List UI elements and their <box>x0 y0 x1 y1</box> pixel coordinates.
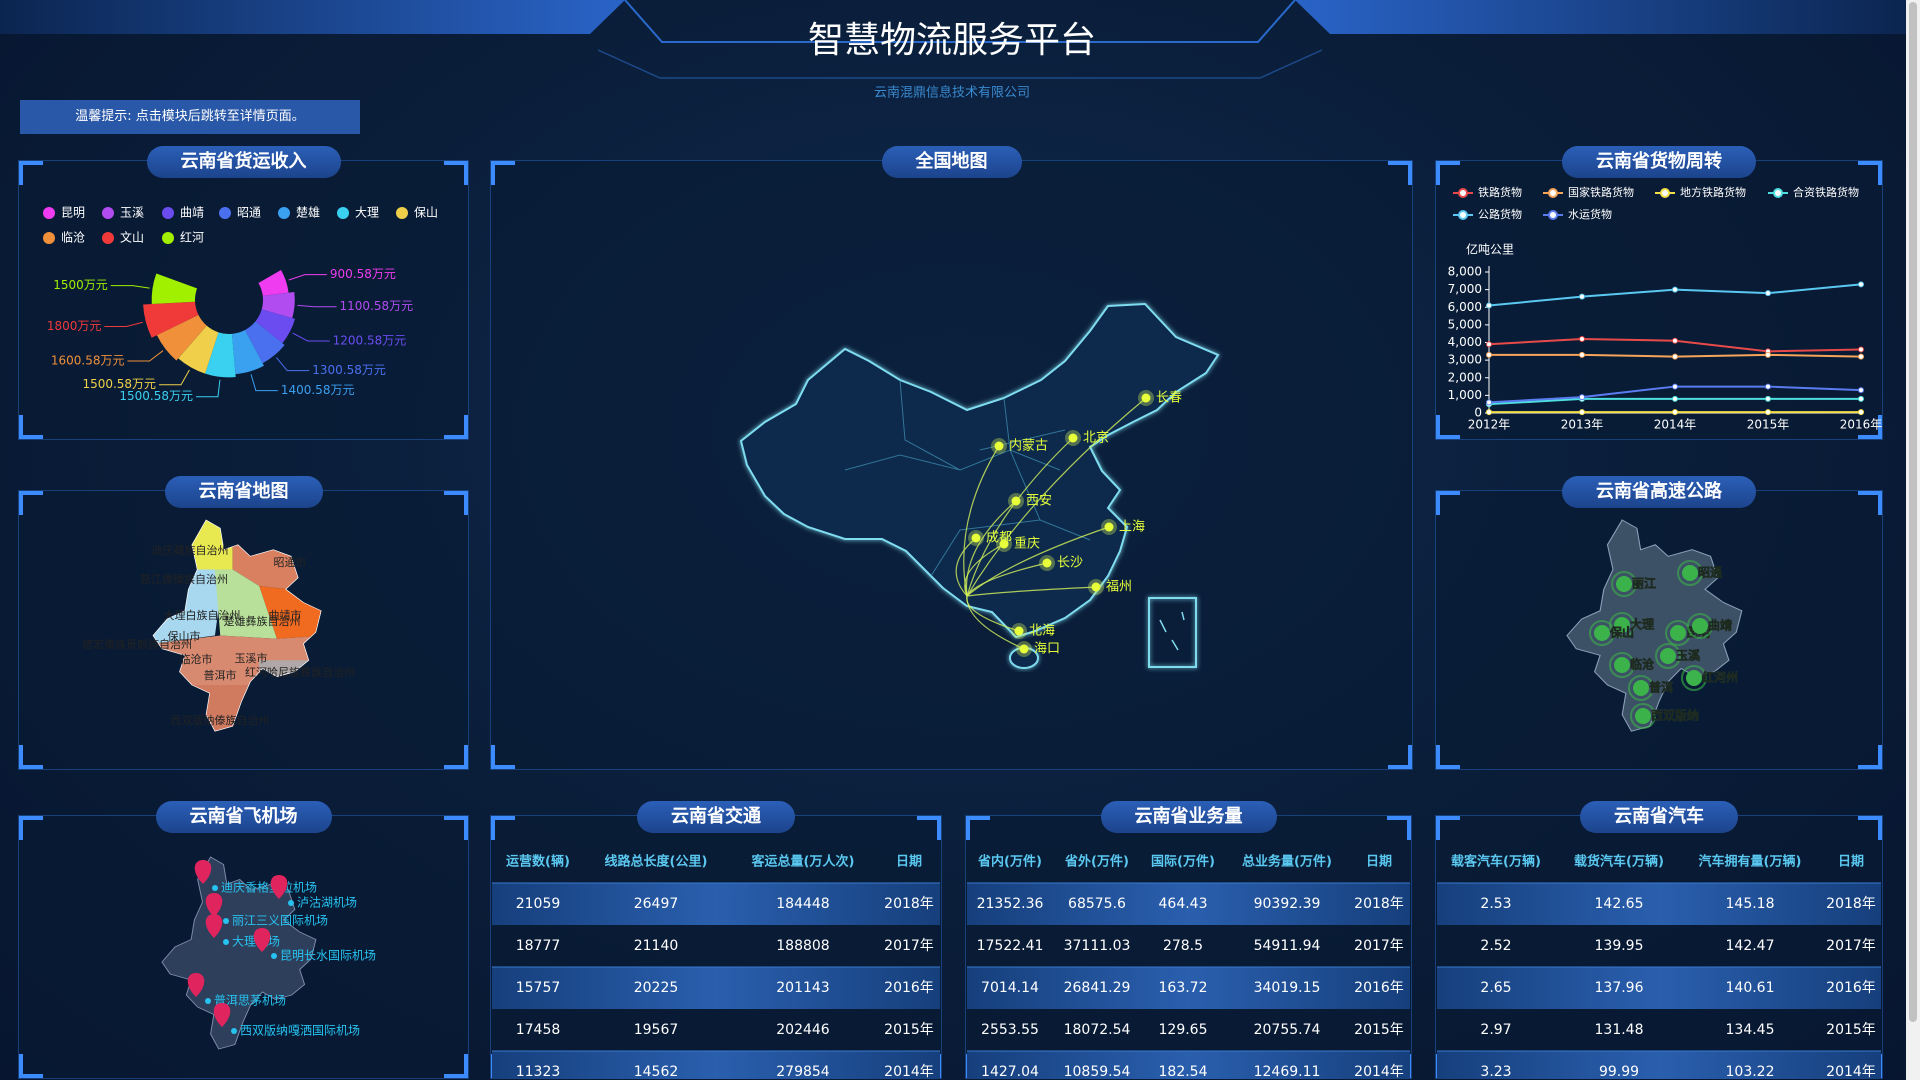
scrollbar[interactable] <box>1906 0 1920 1080</box>
panel-title: 云南省业务量 <box>1100 801 1277 833</box>
panel-title: 云南省货物周转 <box>1562 146 1756 178</box>
cargo-panel[interactable]: 云南省货物周转 <box>1435 146 1883 440</box>
header-band <box>1295 0 1906 34</box>
panel-title: 云南省货运收入 <box>146 146 341 178</box>
cars-panel[interactable]: 云南省汽车 <box>1435 801 1883 1079</box>
china-map-panel[interactable]: 全国地图 <box>490 146 1413 770</box>
panel-title: 云南省地图 <box>164 476 323 508</box>
panel-title: 全国地图 <box>881 146 1022 178</box>
highway-panel[interactable]: 云南省高速公路 <box>1435 476 1883 770</box>
panel-title: 云南省高速公路 <box>1562 476 1756 508</box>
header-frame <box>624 0 1296 43</box>
airport-panel[interactable]: 云南省飞机场 <box>18 801 469 1079</box>
subtitle: 云南混鼎信息技术有限公司 <box>874 85 1030 101</box>
panel-title: 云南省交通 <box>637 801 795 833</box>
business-panel[interactable]: 云南省业务量 <box>965 801 1412 1079</box>
panel-title: 云南省汽车 <box>1580 801 1738 833</box>
yunnan-map-panel[interactable]: 云南省地图 <box>18 476 469 770</box>
panel-title: 云南省飞机场 <box>155 801 332 833</box>
traffic-panel[interactable]: 云南省交通 <box>490 801 942 1079</box>
revenue-panel[interactable]: 云南省货运收入 <box>18 146 469 440</box>
scrollbar-thumb[interactable] <box>1909 2 1917 1022</box>
header-frame <box>597 49 1323 79</box>
tip-banner: 温馨提示: 点击模块后跳转至详情页面。 <box>20 100 360 134</box>
header-band <box>0 0 625 34</box>
page-title: 智慧物流服务平台 <box>808 20 1096 61</box>
